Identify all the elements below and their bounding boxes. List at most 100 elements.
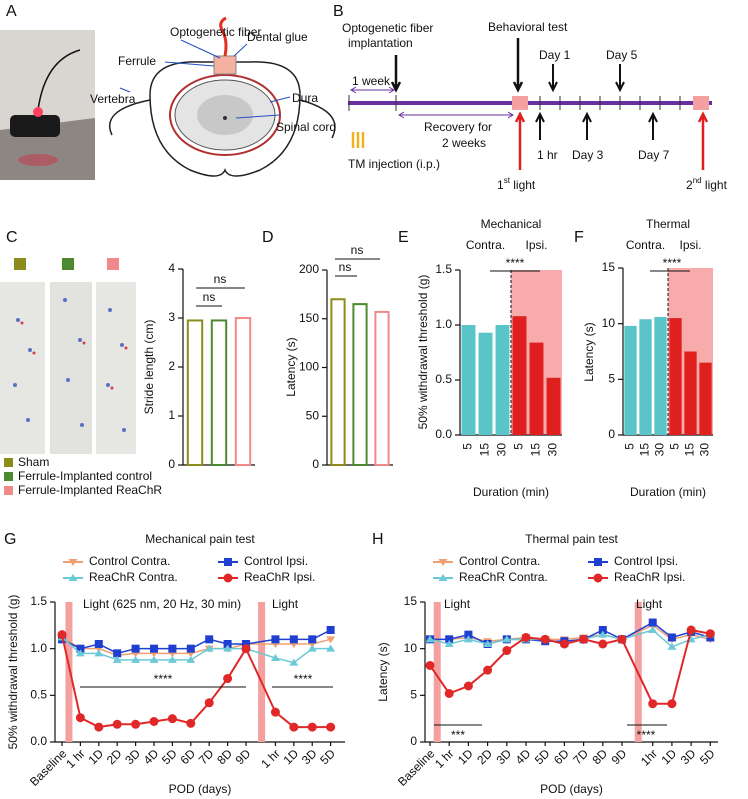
y-tick-label: 10 [404, 641, 418, 655]
annotation: Light [636, 597, 663, 611]
group-label: Ipsi. [679, 238, 701, 252]
x-tick-label: 1D [455, 746, 476, 767]
x-tick-label: 30 [546, 443, 560, 457]
bar [654, 316, 667, 435]
legend-label: Sham [18, 455, 49, 469]
timeline-label: implantation [348, 36, 413, 50]
legend-label: ReaChR Contra. [459, 570, 548, 584]
marker [94, 640, 103, 648]
timeline-label: 2 weeks [442, 136, 486, 150]
legend-label: ReaChR Contra. [89, 570, 178, 584]
y-tick-label: 0.5 [30, 688, 47, 702]
x-axis-label: Duration (min) [630, 485, 706, 499]
marker [463, 681, 473, 691]
y-tick-label: 5 [410, 688, 417, 702]
x-axis-label: POD (days) [169, 782, 232, 796]
x-tick-label: Baseline [27, 746, 70, 789]
legend-marker [68, 559, 78, 566]
marker [289, 658, 299, 666]
diagram-label: Optogenetic fiber [170, 25, 261, 39]
marker [686, 625, 696, 635]
marker [242, 640, 250, 648]
timeline-label: 1 [497, 178, 504, 192]
y-tick-label: 2 [168, 359, 175, 373]
marker [326, 722, 336, 732]
marker [112, 655, 122, 663]
marker [444, 640, 454, 647]
y-tick-label: 200 [299, 262, 319, 276]
y-tick-label: 15 [404, 594, 418, 608]
x-tick-label: 4D [513, 746, 534, 767]
footprint-images [0, 282, 136, 454]
y-tick-label: 0 [608, 427, 615, 441]
marker [131, 644, 140, 653]
chart-title: Thermal [646, 217, 690, 231]
legend-label: Ferrule-Implanted ReaChR [18, 483, 162, 497]
panel-label: H [372, 531, 384, 548]
bar [330, 298, 346, 466]
marker [502, 635, 512, 643]
marker [648, 618, 657, 627]
legend-label: Control Ipsi. [614, 554, 678, 568]
marker [167, 655, 177, 663]
annotation: Light [272, 597, 299, 611]
legend-label: ReaChR Ipsi. [614, 570, 685, 584]
marker [113, 649, 122, 658]
annotation: ns [351, 243, 364, 257]
annotation: **** [663, 256, 682, 270]
y-axis-label: Latency (s) [376, 642, 390, 701]
x-tick-label: 5 [623, 443, 637, 450]
x-tick-label: 30 [698, 443, 712, 457]
x-tick-label: 30 [653, 443, 667, 457]
marker [540, 634, 550, 644]
marker [464, 630, 473, 639]
x-tick-label: 5 [512, 443, 526, 450]
group-label: Contra. [626, 238, 665, 252]
marker [149, 716, 159, 726]
bar [639, 319, 652, 435]
annotation: *** [451, 728, 465, 742]
x-tick-label: 3D [678, 746, 699, 767]
timeline-label: Day 1 [539, 48, 571, 62]
marker [598, 626, 607, 634]
marker [648, 626, 658, 633]
bar [546, 377, 561, 435]
timeline-label: Recovery for [424, 120, 492, 134]
marker [241, 644, 251, 654]
marker [75, 649, 85, 657]
panel-label: G [4, 531, 16, 548]
panel-label: E [398, 229, 409, 246]
marker [648, 699, 658, 709]
x-tick-label: 2D [474, 746, 495, 767]
marker [705, 629, 715, 639]
bar [352, 303, 368, 466]
timeline-label: Optogenetic fiber [342, 21, 433, 35]
bar [495, 325, 510, 435]
x-tick-label: 3D [493, 746, 514, 767]
marker [94, 649, 104, 657]
marker [667, 699, 677, 709]
timeline-label: 2nd light [686, 176, 728, 192]
group-label: Ipsi. [525, 238, 547, 252]
diagram-label: Dental glue [247, 30, 308, 44]
timeline-label: st [504, 176, 511, 185]
y-tick-label: 0.0 [435, 427, 452, 441]
annotation: ns [203, 290, 216, 304]
spinal-diagram [108, 16, 336, 177]
x-tick-label: 1 hr [432, 746, 457, 771]
marker [579, 634, 589, 644]
x-tick-label: 15 [529, 443, 543, 457]
x-axis-label: POD (days) [540, 782, 603, 796]
x-tick-label: 15 [683, 443, 697, 457]
group-swatch [107, 258, 119, 270]
marker [131, 655, 141, 663]
marker [270, 654, 280, 661]
marker [326, 636, 336, 644]
annotation: **** [637, 728, 656, 742]
marker [186, 718, 196, 728]
x-tick-label: 6D [551, 746, 572, 767]
legend-label: ReaChR Ipsi. [244, 570, 315, 584]
legend-label: Control Contra. [89, 554, 170, 568]
series-line [61, 634, 331, 729]
